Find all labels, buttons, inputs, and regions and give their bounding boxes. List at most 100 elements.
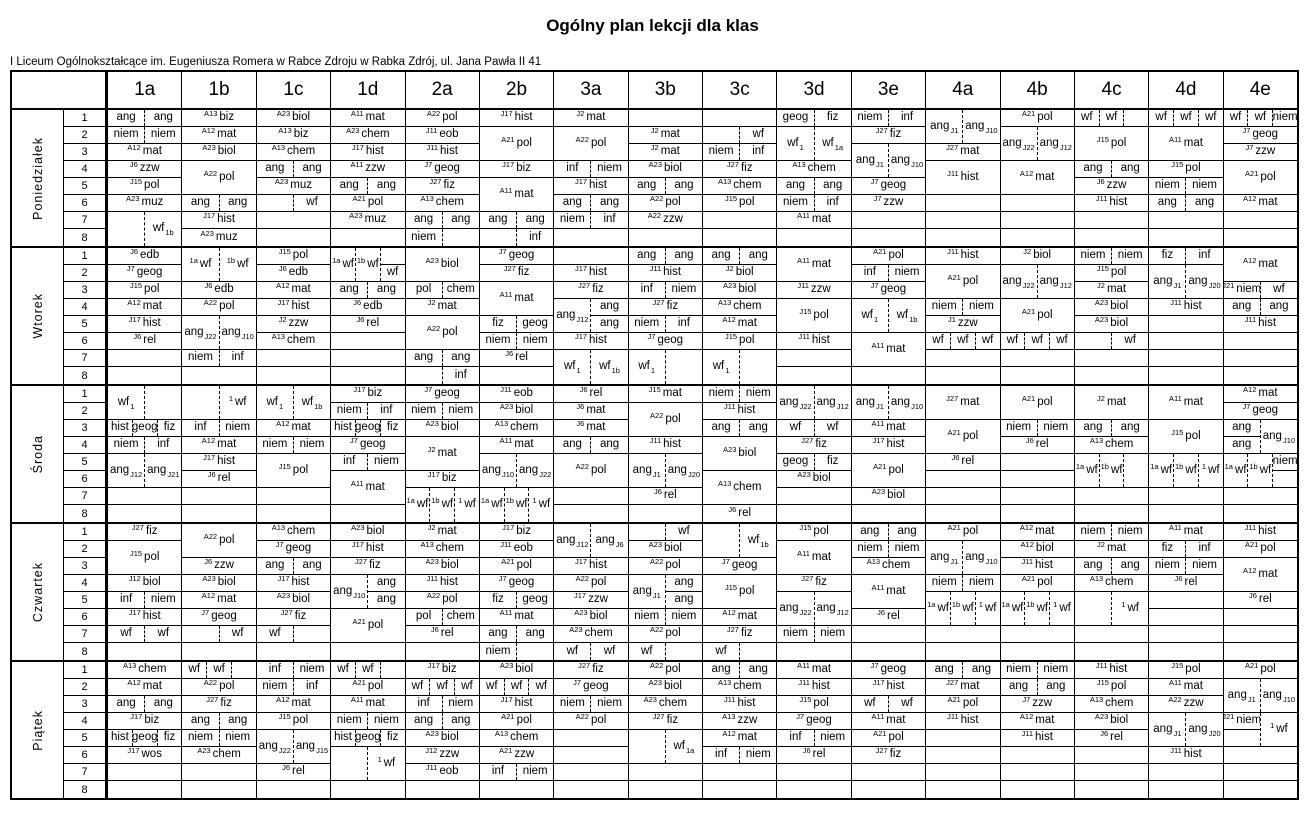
room-or-group-code: A13	[722, 713, 736, 722]
lesson-cell: 1 wf	[455, 488, 479, 522]
lesson-cell: A11 mat	[1149, 679, 1222, 695]
subject-label: wf	[981, 334, 994, 347]
lesson-cell: ang	[703, 662, 739, 678]
lesson-block: 1 wf	[182, 386, 256, 420]
lesson-block: ang ang	[851, 524, 926, 541]
lesson-part: ang	[962, 662, 999, 678]
lesson-block: niem niem	[1000, 662, 1074, 679]
class-column-2b: J11 eob A23 biol A13 chem A11 mat ang J10 ang J22 1a…	[478, 386, 554, 522]
lesson-part: A13 chem	[703, 679, 776, 695]
room-or-group-code: A22	[649, 662, 664, 671]
subject-label: inf	[789, 731, 802, 744]
lesson-part: A21 pol	[926, 265, 999, 298]
lesson-cell: ang	[517, 626, 553, 642]
room-or-group-code: A11	[499, 185, 513, 195]
room-or-group-code: A21	[873, 461, 887, 471]
lesson-cell: ang	[1223, 436, 1260, 453]
subject-label: zzw	[883, 196, 904, 209]
lesson-cell: J15 pol	[1075, 679, 1148, 695]
lesson-part: J6 rel	[926, 454, 999, 470]
lesson-part: A21 pol	[1001, 110, 1074, 126]
lesson-cell: ang	[1186, 195, 1222, 211]
lesson-block: A22 pol	[405, 316, 479, 350]
subject-label: niem	[1006, 663, 1032, 676]
lesson-cell: 1a wf	[1149, 454, 1173, 487]
lesson-block: J17 hist	[182, 454, 256, 471]
lesson-part: A11 mat	[331, 110, 404, 126]
lesson-part: ang J20	[664, 454, 702, 487]
class-header-4e: 4e	[1222, 72, 1297, 108]
lesson-cell: J17 hist	[480, 110, 553, 126]
lesson-cell	[740, 350, 776, 384]
lesson-cell: A12 mat	[182, 437, 255, 453]
room-or-group-code: J27	[801, 575, 814, 584]
day-row-wtorek: Wtorek 1 2 3 4 5 6 7 8 J6 edb J7 geog J15 pol A12 mat J17…	[12, 246, 1297, 384]
subject-label: pol	[442, 111, 458, 124]
lesson-part: wf	[503, 679, 529, 695]
lesson-part: J17 hist	[852, 679, 925, 695]
subject-label: mat	[811, 213, 832, 226]
lesson-part: ang J1	[629, 454, 665, 487]
period-number: 3	[64, 696, 105, 713]
subject-label: hist	[1109, 196, 1128, 209]
lesson-cell	[740, 643, 776, 660]
lesson-block: A12 mat	[1223, 386, 1297, 403]
subject-label: ang	[228, 196, 248, 209]
lesson-part: J7 geog	[1224, 127, 1297, 143]
lesson-part: wf	[144, 626, 181, 642]
subject-label: ang	[333, 584, 353, 597]
subject-label: niem	[522, 765, 548, 778]
empty-cell	[852, 367, 925, 384]
class-column-2a: A22 pol J11 eob J11 hist J7 geog J27 fiz A13 chem an…	[404, 110, 479, 246]
lesson-cell: niem	[926, 299, 962, 315]
lesson-part: J15 pol	[108, 282, 181, 298]
lesson-part: J11 hist	[777, 333, 850, 349]
lesson-part	[230, 662, 256, 678]
lesson-block: J11 zzw	[777, 282, 851, 299]
room-or-group-code: A23	[1094, 713, 1109, 722]
lesson-block: J27 fiz	[851, 747, 926, 764]
empty-cell	[926, 764, 1000, 781]
lesson-part: geog	[131, 730, 157, 746]
subject-label: mat	[886, 421, 906, 434]
subject-label: ang	[855, 395, 875, 408]
lesson-block: J11 hist	[628, 265, 702, 282]
lesson-block: J17 hist	[256, 575, 331, 592]
lesson-block: A22 pol	[405, 110, 479, 127]
subject-label: ang	[190, 196, 211, 209]
subject-label: geog	[508, 249, 535, 262]
class-column-3e: niem inf J27 fiz ang J1 ang J10 J7 geog J7 zzw	[850, 110, 926, 246]
lesson-block: A21 pol	[926, 696, 1000, 713]
subject-label: fiz	[815, 438, 827, 451]
lesson-block: A21 pol	[331, 609, 405, 643]
lesson-part: A23 muz	[182, 229, 255, 246]
lesson-part: geog	[354, 420, 380, 436]
room-or-group-code: A11	[499, 609, 513, 618]
subject-label: pol	[1037, 395, 1053, 408]
subject-label: pol	[739, 584, 755, 597]
lesson-block: ang J1 ang ang	[628, 575, 702, 609]
lesson-cell: ang J6	[591, 524, 627, 557]
room-or-group-code: J6	[877, 609, 885, 618]
room-or-group-code: J11	[426, 144, 438, 153]
room-or-group-code: A23	[723, 444, 737, 454]
subject-label: chem	[882, 559, 911, 572]
lesson-block: A23 biol	[405, 420, 479, 437]
room-or-group-code: J15	[799, 524, 812, 533]
lesson-block: J15 pol	[256, 454, 331, 488]
lesson-part	[379, 662, 405, 678]
lesson-cell: niem	[815, 730, 851, 746]
class-header-4b: 4b	[999, 72, 1074, 108]
lesson-cell: J17 hist	[331, 541, 404, 557]
subject-label: niem	[597, 162, 622, 175]
lesson-cell: A13 chem	[852, 558, 925, 574]
lesson-cell: A23 biol	[257, 592, 330, 608]
class-column-2b: A23 biol wf wf wf J17 hist A21 pol A13 chem A21 zzw i…	[478, 662, 554, 798]
subject-label: ang	[971, 663, 991, 676]
lesson-block: A13 chem	[1074, 437, 1149, 454]
empty-cell	[777, 764, 851, 781]
room-or-group-code: 1a	[189, 255, 198, 265]
lesson-part: A22 pol	[554, 575, 627, 591]
lesson-cell: A13 chem	[1075, 437, 1148, 453]
lesson-cell: A23 biol	[629, 541, 702, 557]
